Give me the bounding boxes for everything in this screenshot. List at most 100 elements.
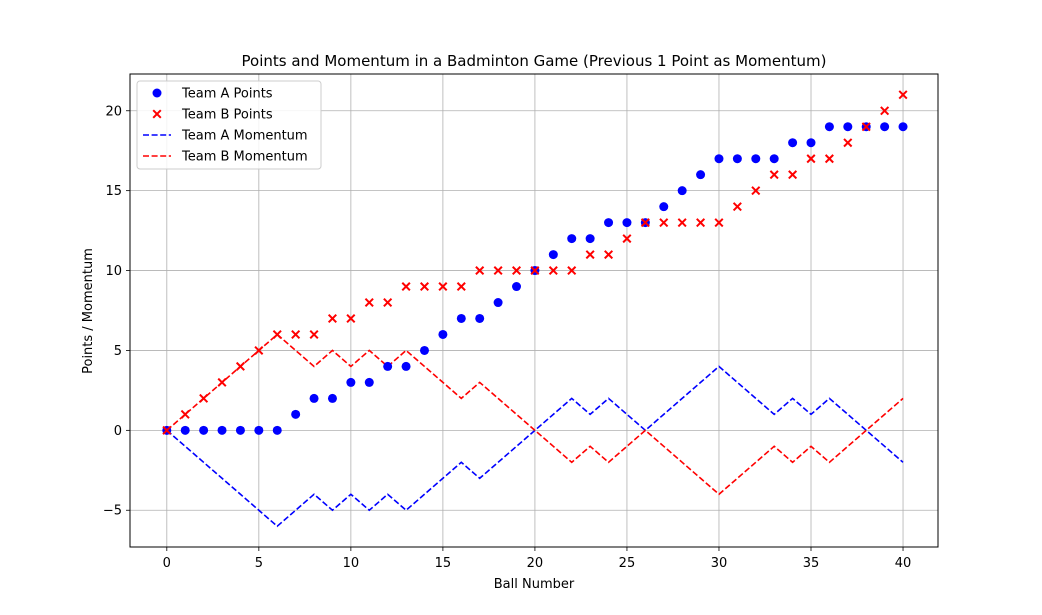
x-tick-label: 40 <box>895 556 912 571</box>
team-a-points-point <box>751 154 761 164</box>
team-a-points-point <box>364 377 374 387</box>
team-a-points-point <box>199 425 209 435</box>
team-a-points-point <box>456 313 466 323</box>
team-b-points-point <box>272 329 282 339</box>
team-b-points-point <box>235 361 245 371</box>
axis-ticks: 0 5 10 15 20 25 30 35 40 −5 0 5 10 15 20 <box>103 104 911 571</box>
x-tick-label: 20 <box>527 556 544 571</box>
team-b-points-point <box>199 393 209 403</box>
team-b-points-point <box>640 218 650 228</box>
team-b-points-point <box>788 170 798 180</box>
team-a-points-point <box>604 218 614 228</box>
team-a-points-point <box>346 377 356 387</box>
team-b-points-point <box>346 313 356 323</box>
x-tick-label: 25 <box>619 556 636 571</box>
team-a-points-point <box>622 218 632 228</box>
chart-title: Points and Momentum in a Badminton Game … <box>242 52 827 70</box>
legend: Team A Points Team B Points Team A Momentu… <box>136 80 322 170</box>
team-b-points-point <box>512 266 522 276</box>
team-b-points-point <box>567 266 577 276</box>
y-tick-label: 0 <box>114 424 122 439</box>
team-b-points-point <box>327 313 337 323</box>
team-b-points-point <box>419 282 429 292</box>
team-b-points-point <box>751 186 761 196</box>
legend-label-team-a-momentum: Team A Momentum <box>181 129 308 144</box>
team-b-points-point <box>180 409 190 419</box>
x-tick-label: 5 <box>255 556 263 571</box>
team-a-points-point <box>419 345 429 355</box>
team-b-points-point <box>824 154 834 164</box>
team-a-points-point <box>512 282 522 292</box>
team-b-points-point <box>880 106 890 116</box>
legend-label-team-a-points: Team A Points <box>181 87 273 102</box>
team-b-momentum-line <box>166 333 904 496</box>
team-b-points-point <box>604 250 614 260</box>
team-a-points-point <box>254 425 264 435</box>
legend-swatch-team-b-points <box>152 109 162 119</box>
team-b-points-point <box>530 266 540 276</box>
team-a-points-point <box>217 425 227 435</box>
y-tick-label: 15 <box>105 184 122 199</box>
team-b-points-point <box>291 329 301 339</box>
team-a-points-point <box>327 393 337 403</box>
team-b-points-point <box>843 138 853 148</box>
team-b-points-point <box>585 250 595 260</box>
team-b-points-point <box>806 154 816 164</box>
team-b-points-point <box>622 234 632 244</box>
team-b-points-point <box>309 329 319 339</box>
x-tick-label: 15 <box>435 556 452 571</box>
legend-label-team-b-points: Team B Points <box>181 108 273 123</box>
team-a-points-point <box>659 202 669 212</box>
team-a-points-point <box>272 425 282 435</box>
x-tick-label: 0 <box>163 556 171 571</box>
y-tick-label: 10 <box>105 264 122 279</box>
team-a-points-point <box>898 122 908 132</box>
team-b-points-point <box>548 266 558 276</box>
plot-area <box>162 90 908 528</box>
team-a-points-point <box>585 234 595 244</box>
team-b-points-point <box>769 170 779 180</box>
team-b-points-point <box>383 298 393 308</box>
team-b-points-point <box>401 282 411 292</box>
team-a-points-point <box>769 154 779 164</box>
x-tick-label: 35 <box>803 556 820 571</box>
y-axis-label: Points / Momentum <box>81 248 96 374</box>
team-b-points-point <box>861 122 871 132</box>
team-a-points-point <box>824 122 834 132</box>
team-b-points-point <box>475 266 485 276</box>
team-b-points-point <box>162 425 172 435</box>
team-a-points-point <box>309 393 319 403</box>
team-b-points-point <box>438 282 448 292</box>
team-a-points-point <box>235 425 245 435</box>
team-a-points-point <box>475 313 485 323</box>
team-a-points-point <box>567 234 577 244</box>
x-tick-label: 30 <box>711 556 728 571</box>
team-a-points-point <box>438 329 448 339</box>
team-a-points-point <box>714 154 724 164</box>
team-b-points-point <box>732 202 742 212</box>
team-a-points-point <box>180 425 190 435</box>
team-a-points-point <box>788 138 798 148</box>
team-a-points-point <box>677 186 687 196</box>
team-b-points-point <box>898 90 908 100</box>
y-tick-label: −5 <box>103 504 122 519</box>
team-b-points-point <box>493 266 503 276</box>
team-b-points-point <box>696 218 706 228</box>
team-b-points-point <box>254 345 264 355</box>
team-a-points-point <box>696 170 706 180</box>
team-a-points-point <box>401 361 411 371</box>
team-b-points-point <box>364 298 374 308</box>
y-tick-label: 20 <box>105 104 122 119</box>
x-axis-label: Ball Number <box>494 577 575 592</box>
team-a-points-point <box>291 409 301 419</box>
team-b-points-point <box>714 218 724 228</box>
x-tick-label: 10 <box>343 556 360 571</box>
plot-frame <box>129 73 939 548</box>
team-b-points-point <box>217 377 227 387</box>
legend-frame <box>136 80 322 170</box>
team-a-points-point <box>843 122 853 132</box>
team-b-points-point <box>677 218 687 228</box>
team-a-points-point <box>383 361 393 371</box>
y-tick-label: 5 <box>114 344 122 359</box>
